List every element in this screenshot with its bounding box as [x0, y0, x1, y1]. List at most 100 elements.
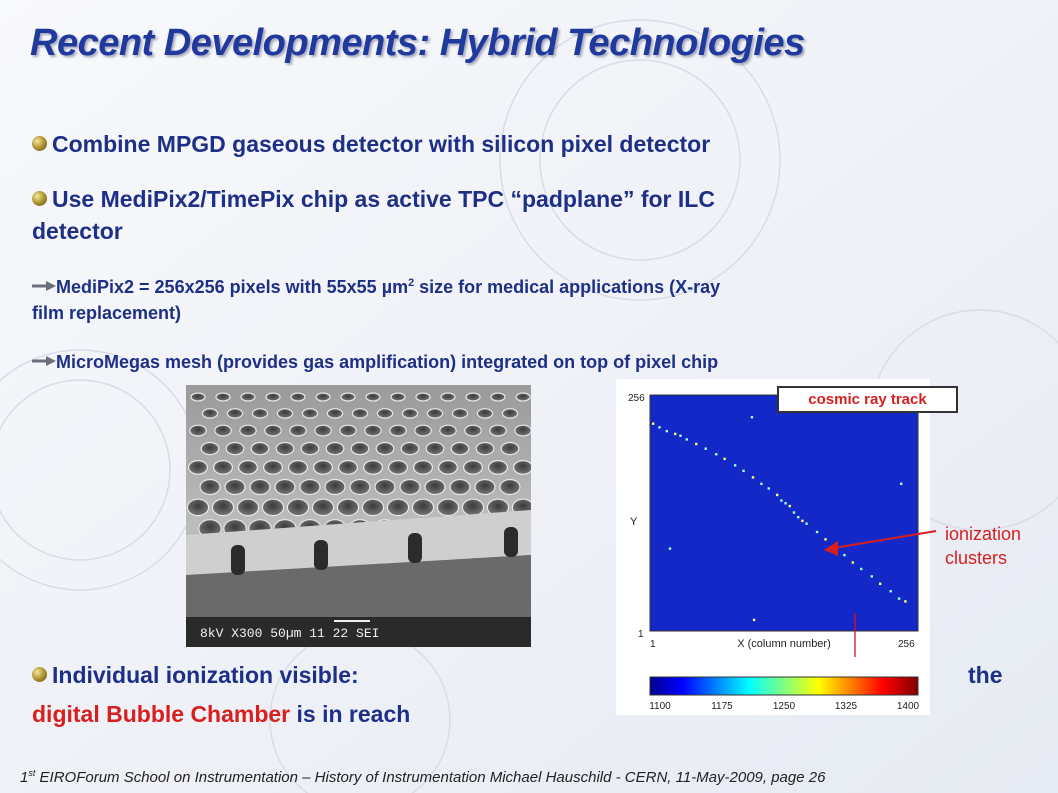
slide-title: Recent Developments: Hybrid Technologies [30, 22, 805, 64]
mesh-hole [464, 424, 482, 437]
hit-point [796, 515, 800, 519]
mesh-hole [401, 408, 419, 419]
hit-point [897, 597, 901, 600]
mesh-hole [200, 441, 220, 456]
mesh-hole [299, 478, 321, 496]
sem-scale-label: 8kV X300 50µm 11 22 SEI [200, 626, 379, 641]
hit-point [665, 429, 669, 433]
mesh-hole [349, 478, 371, 496]
hit-point [658, 426, 661, 429]
mesh-hole [451, 408, 469, 419]
mesh-hole [399, 478, 421, 496]
annotation-arrow-head [824, 541, 838, 556]
mesh-hole [289, 424, 307, 437]
arrow-bullet-icon [32, 281, 56, 291]
mesh-hole [389, 424, 407, 437]
subbullet-micromegas: MicroMegas mesh (provides gas amplificat… [32, 349, 718, 375]
slide-footer: 1st EIROForum School on Instrumentation … [20, 768, 825, 786]
ionization-clusters-label: ionization clusters [945, 522, 1021, 570]
mesh-hole [386, 498, 410, 517]
mesh-hole [439, 424, 457, 437]
mesh-hole [375, 441, 395, 456]
mesh-hole [240, 392, 256, 402]
subbullet-text: MediPix2 = 256x256 pixels with 55x55 µm [56, 277, 409, 297]
subbullet-medipix-pixels: MediPix2 = 256x256 pixels with 55x55 µm2… [32, 270, 1042, 326]
mesh-hole [438, 459, 459, 475]
mesh-hole [463, 459, 484, 475]
hit-point [760, 482, 763, 486]
mesh-hole [499, 478, 521, 496]
mesh-hole [250, 441, 270, 456]
mesh-hole [475, 441, 495, 456]
mesh-hole [390, 392, 406, 402]
mesh-hole [239, 424, 257, 437]
hit-point [851, 561, 855, 564]
bullet-combine-mpgd: Combine MPGD gaseous detector with silic… [32, 128, 710, 160]
mesh-hole [201, 408, 219, 419]
mesh-hole [515, 392, 531, 402]
annotation-arrow-line [833, 530, 937, 549]
footer-text: EIROForum School on Instrumentation – Hi… [35, 769, 826, 786]
colorbar-tick-label: 1250 [773, 701, 796, 712]
x-axis-label: X (column number) [737, 638, 831, 650]
hit-point [815, 530, 819, 534]
hit-point [784, 502, 787, 505]
mesh-hole [312, 459, 333, 475]
mesh-hole [388, 459, 409, 475]
mesh-hole [351, 408, 369, 419]
mesh-hole [425, 441, 445, 456]
colorbar [649, 676, 919, 696]
mesh-hole [363, 459, 384, 475]
mesh-hole [264, 424, 282, 437]
bullet-text: Individual ionization visible: [52, 662, 359, 688]
mesh-hole [274, 478, 296, 496]
cosmic-ray-track-label: cosmic ray track [777, 386, 958, 413]
micromegas-mesh-picture: 8kV X300 50µm 11 22 SEI [186, 385, 531, 647]
mesh-hole [225, 441, 245, 456]
mesh-hole [400, 441, 420, 456]
mesh-hole [374, 478, 396, 496]
hit-point [889, 590, 892, 593]
mesh-hole [276, 408, 294, 419]
hit-point [899, 482, 903, 486]
mesh-hole [500, 441, 520, 456]
hit-point [788, 504, 791, 508]
hit-point [870, 575, 873, 578]
bullet-text: Combine MPGD gaseous detector with silic… [52, 131, 711, 157]
plot-area [649, 394, 919, 632]
hit-point [878, 582, 882, 585]
mesh-hole [514, 424, 531, 437]
mesh-hole [324, 478, 346, 496]
mesh-hole [326, 408, 344, 419]
hit-point [860, 567, 863, 571]
mesh-hole [275, 441, 295, 456]
bullet-ball-icon [32, 667, 47, 682]
mesh-hole [465, 392, 481, 402]
x-tick-right: 256 [898, 639, 915, 650]
mesh-hole [350, 441, 370, 456]
subbullet-text: MicroMegas mesh (provides gas amplificat… [56, 352, 719, 372]
mesh-hole [424, 478, 446, 496]
mesh-hole [338, 459, 359, 475]
mesh-hole [190, 392, 206, 402]
hit-point [805, 522, 808, 525]
mesh-hole [249, 478, 271, 496]
mesh-hole [188, 459, 208, 475]
mesh-hole [413, 459, 434, 475]
hit-point [792, 511, 796, 514]
mesh-hole [501, 408, 519, 419]
mesh-hole [490, 392, 506, 402]
x-tick-left: 1 [650, 639, 656, 650]
ann-line-1: ionization [945, 524, 1022, 544]
hit-point [704, 447, 707, 450]
subbullet-text: size for medical applications (X-ray [414, 277, 721, 297]
mesh-hole [224, 478, 246, 496]
mesh-hole [237, 459, 258, 475]
mesh-hole [199, 478, 221, 496]
mesh-hole [314, 424, 332, 437]
bullet-individual-ionization: Individual ionization visible: [32, 659, 359, 691]
superscript: 2 [408, 277, 415, 289]
hit-point [780, 499, 783, 502]
mesh-hole [315, 392, 331, 402]
hit-point [751, 476, 755, 479]
